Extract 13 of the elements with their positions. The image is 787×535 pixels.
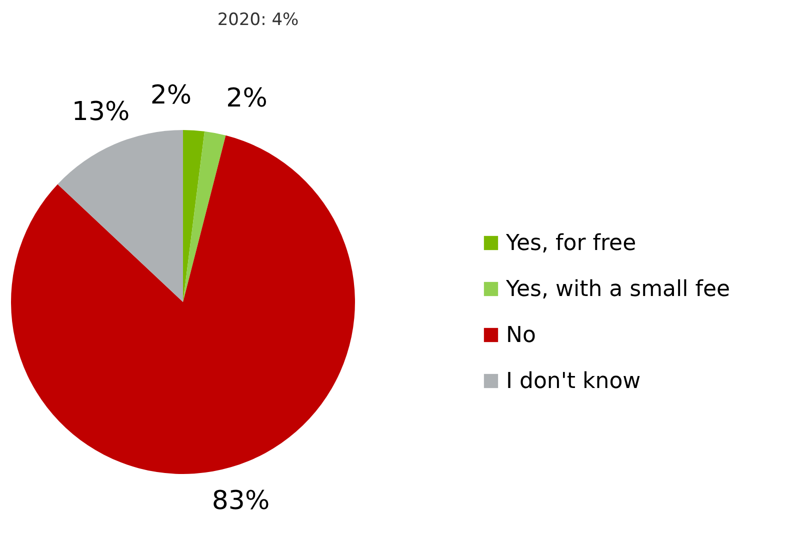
data-label: 2% [226,84,268,114]
legend-label: I don't know [506,369,641,394]
text: 2020: 4% [217,10,299,30]
legend-label: No [506,323,536,348]
pie-slice [183,131,226,302]
legend-label: Yes, for free [505,231,636,256]
legend-label: Yes, with a small fee [505,277,730,302]
data-label: 83% [212,486,270,516]
data-label: 13% [72,97,130,128]
data-label: 2% [150,80,192,110]
pie-slice [58,130,183,302]
pie-slice [183,130,205,302]
pie-slice [11,135,355,474]
